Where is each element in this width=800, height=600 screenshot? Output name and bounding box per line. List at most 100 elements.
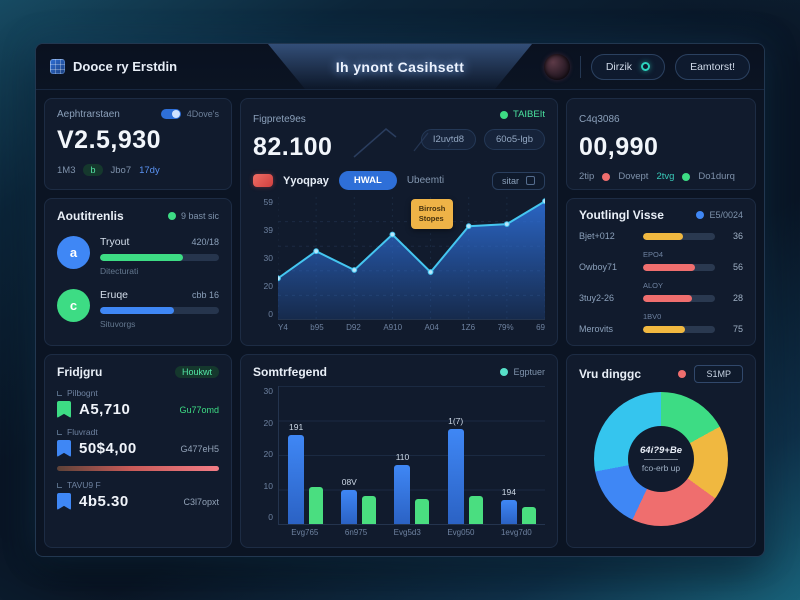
main-chart-card: Figprete9es 82.100 TAIBEIt: [240, 98, 558, 346]
x-tick-label: Evg765: [291, 528, 319, 537]
page-title: Ih ynont Casihsett: [335, 58, 465, 75]
list-item[interactable]: Pilbognt A5,710 Gu77omd: [57, 388, 219, 418]
range-pill-b[interactable]: 60o5-lgb: [484, 129, 545, 150]
donut-action-button[interactable]: S1MP: [694, 365, 743, 383]
progress-item-sublabel: Ditecturati: [100, 266, 139, 276]
bar-chart-title: Somtrfegend: [253, 365, 328, 379]
bar-chart-plot[interactable]: 191 08V 110 1(7) 194: [278, 386, 545, 525]
list-item[interactable]: TAVU9 F 4b5.30 C3l7opxt: [57, 480, 219, 510]
bar-value-label: 1(7): [448, 416, 464, 427]
bar-group[interactable]: 110: [394, 386, 430, 524]
bar-primary[interactable]: [394, 464, 411, 524]
list-item-value: 50$4,00: [79, 440, 137, 457]
x-tick-label: Y4: [278, 323, 288, 332]
ranking-item[interactable]: EPO4 Owboy71 56: [579, 250, 743, 272]
bar-value-label: 191: [289, 422, 304, 432]
progress-bar-fill: [100, 307, 174, 314]
corner-icon: [57, 429, 62, 435]
bookmark-icon: [57, 440, 71, 457]
chart-options-button[interactable]: sitar: [491, 171, 545, 190]
menu-button[interactable]: Dirzik: [590, 53, 666, 80]
stat-left-meta-c[interactable]: 17dy: [139, 164, 160, 176]
list-item-note: Gu77omd: [179, 404, 219, 415]
bar-secondary[interactable]: [362, 496, 377, 524]
bar-secondary[interactable]: [309, 486, 324, 524]
toggle-icon[interactable]: [160, 109, 181, 119]
ranking-item-tag: 1BV0: [643, 312, 662, 321]
bar-group[interactable]: 194: [500, 386, 536, 524]
active-filter-button[interactable]: HWAL: [338, 171, 397, 190]
donut-chart[interactable]: 64i?9+Be fco-erb up: [594, 392, 728, 526]
inactive-filter-label[interactable]: Ubeemti: [406, 175, 445, 186]
progress-item-value: 420/18: [191, 237, 219, 247]
x-tick-label: 6n975: [344, 528, 368, 537]
ranking-bar-fill: [643, 263, 695, 271]
chart-annotation: Birrosh Stopes: [410, 199, 454, 230]
ranking-item[interactable]: ALOY 3tuy2-26 28: [579, 281, 743, 303]
bar-chart: 30 20 20 10 0 191 08V 110 1(7) 194 Evg765 6n975 Ev…: [253, 386, 545, 537]
stat-card-left: Aephtrarstaen 4Dove's V2.5,930 1M3 b Jbo…: [44, 98, 232, 190]
range-pill-a[interactable]: I2uvtd8: [420, 129, 477, 150]
bar-chart-y-axis: 30 20 20 10 0: [253, 386, 273, 537]
line-chart-plot[interactable]: Birrosh Stopes: [275, 197, 548, 320]
y-tick-label: 0: [268, 309, 273, 319]
ranking-bar: [643, 232, 715, 240]
content-grid: Aephtrarstaen 4Dove's V2.5,930 1M3 b Jbo…: [36, 90, 764, 556]
list-card-badge: Houkwt: [174, 366, 219, 378]
x-tick-label: b95: [310, 323, 324, 332]
bar-value-label: 194: [501, 487, 516, 498]
teal-dot-icon: [500, 368, 509, 376]
grid-logo-icon: [50, 59, 65, 74]
bar-primary[interactable]: [288, 435, 305, 524]
progress-item-body: Eruqe cbb 16 Situvorgs: [100, 289, 219, 329]
list-item-tag: Pilbognt: [57, 388, 219, 398]
bar-primary[interactable]: [500, 500, 517, 524]
list-item[interactable]: Fluvradt 50$4,00 G477eH5: [57, 427, 219, 457]
small-square-icon: [526, 176, 535, 185]
ranking-item[interactable]: 1BV0 Merovits 75: [579, 312, 743, 334]
list-item-tag-label: TAVU9 F: [67, 480, 101, 490]
main-card-value: 82.100: [253, 133, 333, 161]
bar-primary[interactable]: [447, 429, 464, 524]
ranking-item[interactable]: Bjet+012 36: [579, 231, 743, 241]
bar-chart-card: Somtrfegend Egptuer 30 20 20 10 0 191 08V 110 1…: [240, 354, 558, 548]
list-item-note: G477eH5: [180, 443, 219, 454]
bar-group[interactable]: 1(7): [447, 386, 483, 524]
legend-prefix: 2tip: [579, 171, 595, 182]
secondary-button[interactable]: Eamtorst!: [675, 53, 750, 80]
blue-dot-icon: [696, 211, 705, 219]
sparkline-decoration-icon: [353, 128, 455, 158]
bar-secondary[interactable]: [521, 507, 536, 524]
avatar: c: [57, 289, 90, 322]
stat-left-value: V2.5,930: [57, 126, 162, 154]
bar-primary-column: 191: [288, 386, 305, 524]
stat-left-meta-b: Jbo7: [110, 164, 132, 176]
filter-name: Yyoqpay: [283, 174, 329, 187]
green-dot-icon: [167, 212, 176, 220]
ranking-item-tag: ALOY: [643, 281, 664, 290]
main-card-badge: TAIBEIt: [499, 109, 545, 120]
metrics-list: Pilbognt A5,710 Gu77omd Fluvradt 50$4,00 G477…: [57, 388, 219, 510]
progress-item-body: Tryout 420/18 Ditecturati: [100, 236, 219, 276]
header-banner: Ih ynont Casihsett: [268, 44, 532, 89]
donut-card-title: Vru dinggc: [579, 367, 642, 381]
bar-group[interactable]: 191: [288, 386, 324, 524]
progress-item-name: Eruqe: [100, 289, 129, 301]
bar-primary[interactable]: [341, 489, 358, 524]
legend-prefix: 2tvg: [656, 171, 675, 182]
donut-center-label: fco-erb up: [641, 463, 681, 473]
progress-item[interactable]: c Eruqe cbb 16 Situvorgs: [57, 289, 219, 329]
progress-item[interactable]: a Tryout 420/18 Ditecturati: [57, 236, 219, 276]
menu-button-label: Dirzik: [605, 60, 633, 73]
bar-secondary[interactable]: [468, 496, 483, 524]
chart-filter-row: Yyoqpay HWAL Ubeemti sitar: [253, 171, 545, 190]
main-card-label: Figprete9es: [253, 114, 306, 125]
bar-secondary[interactable]: [415, 498, 430, 524]
ranking-item-value: 75: [732, 324, 743, 334]
red-dot-icon: [602, 172, 611, 181]
bar-group[interactable]: 08V: [341, 386, 377, 524]
progress-item-name: Tryout: [100, 236, 130, 248]
corner-icon: [57, 482, 62, 488]
bar-chart-x-axis: Evg765 6n975 Evg5d3 Evg050 1evg7d0: [278, 528, 545, 537]
